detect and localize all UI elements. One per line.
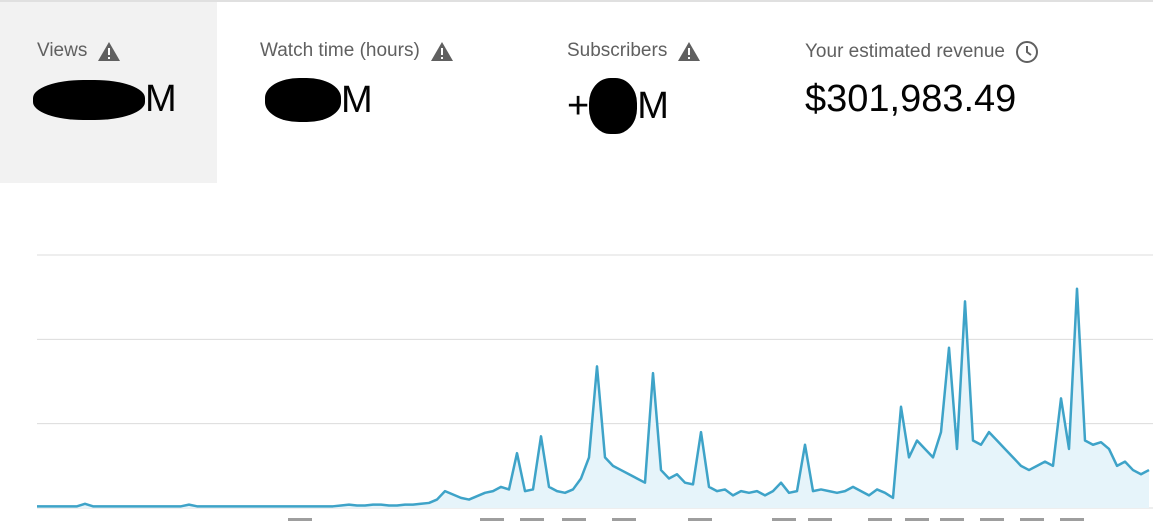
metric-value: $301,983.49 — [805, 78, 1017, 120]
redaction — [33, 79, 145, 120]
x-tick-stub — [940, 518, 964, 521]
label-text: Watch time (hours) — [260, 40, 420, 61]
metric-value: M — [33, 78, 177, 121]
x-tick-stub — [688, 518, 712, 521]
line — [37, 287, 1150, 508]
x-tick-stub — [772, 518, 796, 521]
subscribers-tile[interactable]: Subscribers + M — [517, 2, 787, 183]
warning-icon — [430, 42, 453, 61]
area — [37, 288, 1149, 508]
value-suffix: M — [341, 78, 373, 121]
x-tick-stub — [480, 518, 504, 521]
metric-label: Watch time (hours) — [260, 40, 454, 62]
warning-icon — [98, 42, 121, 61]
metric-value: + M — [567, 78, 669, 134]
metric-label: Views — [37, 40, 121, 62]
watch-time-tile[interactable]: Watch time (hours) M — [217, 2, 517, 183]
x-tick-stub — [1020, 518, 1044, 521]
value-prefix: + — [567, 84, 590, 127]
x-tick-stub — [288, 518, 312, 521]
x-tick-stub — [520, 518, 544, 521]
warning-icon — [678, 42, 701, 61]
divider — [0, 0, 1153, 2]
x-tick-stub — [868, 518, 892, 521]
redaction — [265, 78, 341, 122]
views-tile[interactable]: Views M — [0, 2, 217, 183]
value-suffix: M — [637, 84, 669, 127]
value-suffix: M — [145, 78, 177, 120]
metric-label: Your estimated revenue — [805, 40, 1039, 64]
x-tick-stub — [1060, 518, 1084, 521]
chart — [37, 254, 1153, 521]
label-text: Subscribers — [567, 40, 668, 61]
clock-icon — [1015, 41, 1038, 63]
label-text: Views — [37, 40, 88, 61]
x-tick-stub — [612, 518, 636, 521]
metric-value: M — [265, 78, 373, 122]
x-tick-stub — [808, 518, 832, 521]
x-tick-stub — [980, 518, 1004, 521]
metric-label: Subscribers — [567, 40, 701, 62]
label-text: Your estimated revenue — [805, 41, 1005, 62]
redaction — [589, 78, 638, 134]
x-tick-stub — [562, 518, 586, 521]
x-tick-stub — [905, 518, 929, 521]
revenue-tile[interactable]: Your estimated revenue $301,983.49 — [787, 2, 1153, 183]
